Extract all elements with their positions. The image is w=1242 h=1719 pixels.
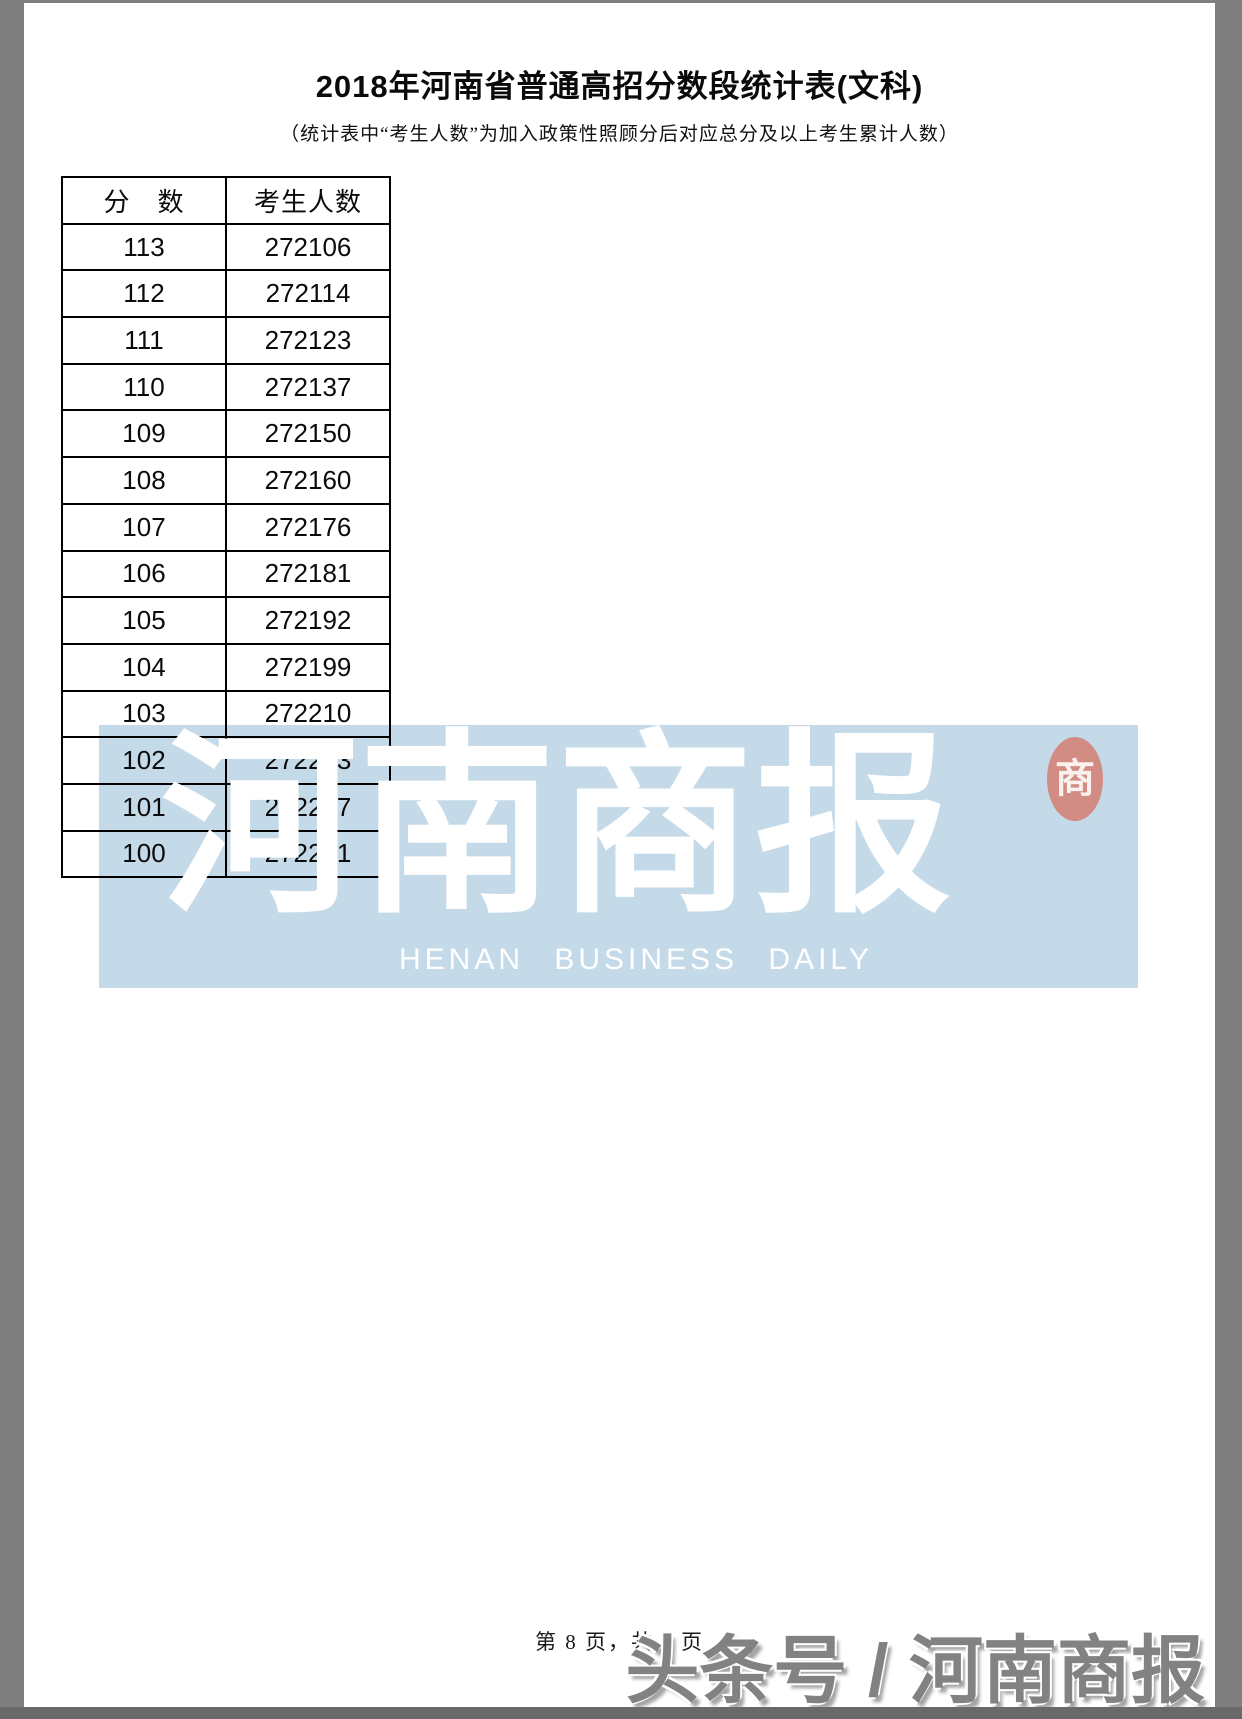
score-distribution-table: 分 数 考生人数 113 272106 112 272114 111 272123 110 2… [61,176,391,879]
count-cell: 272251 [225,829,391,879]
table-row: 102 272223 [61,736,391,785]
score-cell: 108 [61,456,227,505]
score-cell: 113 [61,222,227,272]
page-number: 第 8 页，共 8 页 [535,1630,704,1654]
table-row: 106 272181 [61,549,391,599]
document-page: 2018年河南省普通高招分数段统计表(文科) （统计表中“考生人数”为加入政策性… [24,3,1215,1712]
score-cell: 102 [61,736,227,785]
table-row: 100 272251 [61,829,391,879]
col-header-count: 考生人数 [225,176,391,225]
count-cell: 272176 [225,502,391,552]
count-cell: 272237 [225,782,391,832]
table-body: 113 272106 112 272114 111 272123 110 272137 109 2… [61,222,391,879]
score-cell: 100 [61,829,227,879]
window-frame-bottom [0,1707,1242,1719]
count-cell: 272210 [225,689,391,739]
page-title: 2018年河南省普通高招分数段统计表(文科) [315,69,924,104]
score-cell: 106 [61,549,227,599]
count-cell: 272123 [225,316,391,365]
score-cell: 111 [61,316,227,365]
score-cell: 110 [61,362,227,412]
count-cell: 272114 [225,269,391,319]
score-cell: 104 [61,642,227,692]
count-cell: 272192 [225,596,391,645]
toutiao-watermark: 头条号 / 河南商报 [625,1629,1205,1712]
score-cell: 105 [61,596,227,645]
table-row: 107 272176 [61,502,391,552]
count-cell: 272160 [225,456,391,505]
table-row: 108 272160 [61,456,391,505]
table-row: 111 272123 [61,316,391,365]
col-header-score: 分 数 [61,176,227,225]
count-cell: 272199 [225,642,391,692]
table-row: 101 272237 [61,782,391,832]
table-header-row: 分 数 考生人数 [61,176,391,225]
table-row: 104 272199 [61,642,391,692]
score-cell: 101 [61,782,227,832]
score-cell: 107 [61,502,227,552]
table-row: 105 272192 [61,596,391,645]
table-row: 110 272137 [61,362,391,412]
score-cell: 103 [61,689,227,739]
count-cell: 272106 [225,222,391,272]
table-row: 113 272106 [61,222,391,272]
count-cell: 272137 [225,362,391,412]
score-cell: 112 [61,269,227,319]
count-cell: 272181 [225,549,391,599]
table-row: 103 272210 [61,689,391,739]
table-row: 109 272150 [61,409,391,459]
score-cell: 109 [61,409,227,459]
count-cell: 272223 [225,736,391,785]
page-subtitle: （统计表中“考生人数”为加入政策性照顾分后对应总分及以上考生累计人数） [280,124,959,145]
count-cell: 272150 [225,409,391,459]
table-row: 112 272114 [61,269,391,319]
